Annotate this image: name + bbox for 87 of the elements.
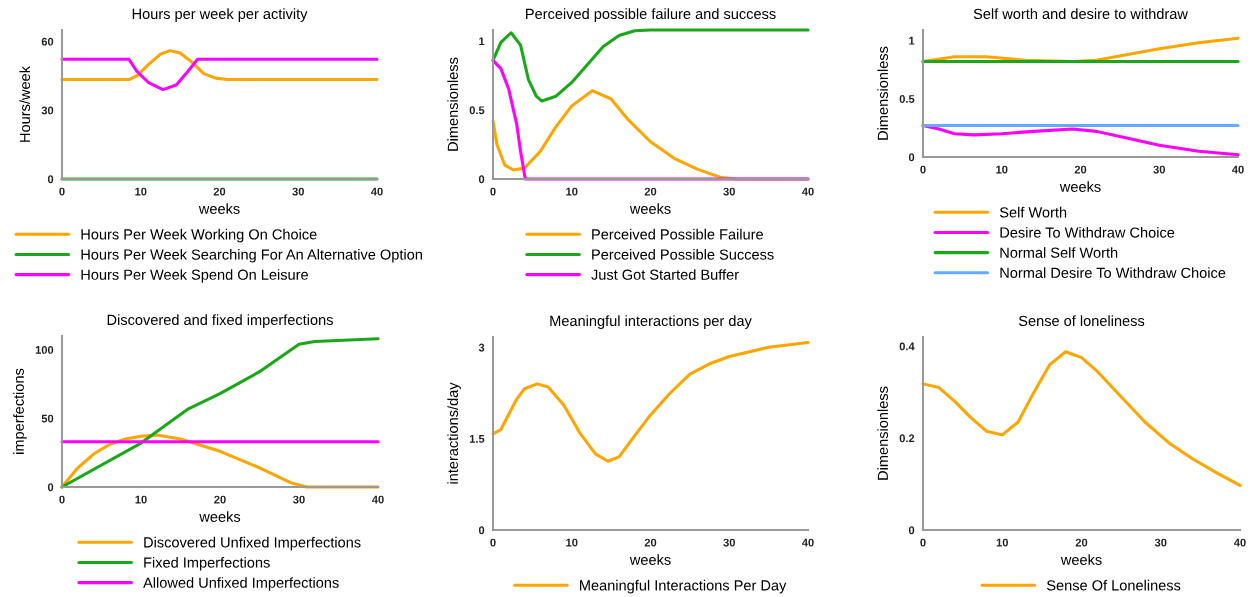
- x-tick-label: 10: [996, 165, 1008, 174]
- x-tick-label: 10: [135, 495, 147, 504]
- line-series: [60, 57, 379, 92]
- x-tick-label: 0: [490, 538, 496, 547]
- chart-title: Discovered and fixed imperfections: [107, 314, 333, 328]
- x-tick-label: 10: [996, 538, 1008, 547]
- legend-label: Normal Desire To Withdraw Choice: [1000, 267, 1226, 279]
- x-axis-title: weeks: [629, 554, 671, 565]
- x-tick-label: 30: [1153, 165, 1165, 174]
- x-tick-label: 10: [566, 187, 578, 196]
- line-series: [60, 49, 379, 82]
- x-tick-label: 30: [723, 187, 735, 196]
- y-tick-label: 0: [478, 175, 485, 184]
- legend-label: Discovered Unfixed Imperfections: [144, 536, 361, 551]
- y-tick-label: 3: [478, 343, 485, 352]
- y-tick-label: 1: [909, 36, 915, 45]
- y-tick-label: 0.5: [469, 106, 485, 115]
- x-tick-label: 0: [920, 538, 926, 547]
- y-axis-title: Dimensionless: [447, 57, 459, 151]
- legend-label: Perceived Possible Success: [592, 248, 774, 260]
- x-axis-title: weeks: [198, 203, 240, 214]
- chart-title: Hours per week per activity: [132, 8, 308, 22]
- y-axis-title: interactions/day: [447, 382, 461, 484]
- x-tick-label: 20: [213, 187, 226, 196]
- y-tick-label: 1: [479, 37, 485, 46]
- legend-label: Sense Of Loneliness: [1046, 579, 1181, 591]
- x-tick-label: 40: [801, 538, 814, 547]
- x-axis-title: weeks: [1059, 181, 1101, 192]
- x-tick-label: 40: [371, 495, 384, 504]
- y-axis-title: Hours/week: [19, 65, 31, 142]
- legend-label: Fixed Imperfections: [144, 556, 270, 571]
- legend-label: Desire To Withdraw Choice: [1000, 226, 1175, 238]
- legend-label: Allowed Unfixed Imperfections: [143, 577, 339, 591]
- line-series: [921, 350, 1242, 487]
- legend-label: Hours Per Week Searching For An Alternative Option: [81, 248, 422, 263]
- y-tick-label: 0.5: [899, 95, 915, 103]
- chart-title: Self worth and desire to withdraw: [973, 8, 1188, 20]
- x-tick-label: 0: [59, 187, 65, 196]
- y-tick-label: 0.4: [899, 342, 915, 351]
- y-tick-label: 0: [908, 153, 915, 162]
- x-tick-label: 20: [644, 538, 657, 547]
- y-tick-label: 50: [41, 414, 54, 423]
- y-tick-label: 60: [41, 37, 54, 46]
- line-series: [491, 340, 810, 463]
- chart-title: Perceived possible failure and success: [526, 8, 776, 22]
- y-tick-label: 1.5: [469, 435, 485, 443]
- x-tick-label: 40: [370, 187, 383, 196]
- x-tick-label: 40: [801, 187, 814, 196]
- x-tick-label: 0: [920, 165, 926, 174]
- y-axis-title: imperfections: [13, 368, 27, 454]
- y-axis-title: Dimensionless: [877, 386, 889, 480]
- chart-title: Sense of loneliness: [1018, 315, 1145, 327]
- y-tick-label: 0: [908, 526, 915, 535]
- y-tick-label: 100: [35, 345, 54, 354]
- y-tick-label: 0.2: [899, 434, 915, 443]
- legend-label: Just Got Started Buffer: [591, 269, 739, 280]
- x-tick-label: 0: [490, 187, 496, 196]
- line-series: [60, 337, 380, 489]
- x-tick-label: 20: [1074, 165, 1087, 174]
- x-tick-label: 30: [723, 538, 735, 547]
- line-series: [491, 28, 810, 103]
- x-tick-label: 20: [1075, 538, 1088, 547]
- x-tick-label: 30: [292, 187, 304, 196]
- legend-label: Perceived Possible Failure: [592, 228, 763, 240]
- y-axis-title: Dimensionless: [877, 46, 889, 140]
- legend-label: Hours Per Week Spend On Leisure: [81, 269, 308, 283]
- y-tick-label: 0: [47, 175, 54, 184]
- y-tick-label: 0: [47, 483, 54, 492]
- chart-title: Meaningful interactions per day: [550, 315, 752, 329]
- x-tick-label: 20: [644, 187, 657, 196]
- x-axis-title: weeks: [629, 203, 671, 214]
- x-axis-title: weeks: [199, 511, 241, 522]
- x-tick-label: 20: [214, 495, 226, 504]
- y-tick-label: 30: [41, 106, 54, 115]
- y-tick-label: 0: [478, 526, 485, 535]
- x-tick-label: 0: [59, 495, 65, 504]
- x-tick-label: 30: [1154, 538, 1167, 547]
- legend-label: Self Worth: [999, 206, 1067, 218]
- legend-label: Normal Self Worth: [1000, 247, 1118, 258]
- x-tick-label: 10: [135, 187, 147, 196]
- x-tick-label: 40: [1231, 165, 1244, 174]
- x-tick-label: 30: [293, 495, 305, 504]
- legend-label: Hours Per Week Working On Choice: [81, 228, 317, 243]
- x-tick-label: 10: [566, 538, 578, 547]
- x-axis-title: weeks: [1060, 554, 1102, 565]
- legend-label: Meaningful Interactions Per Day: [580, 579, 787, 594]
- x-tick-label: 40: [1233, 538, 1246, 547]
